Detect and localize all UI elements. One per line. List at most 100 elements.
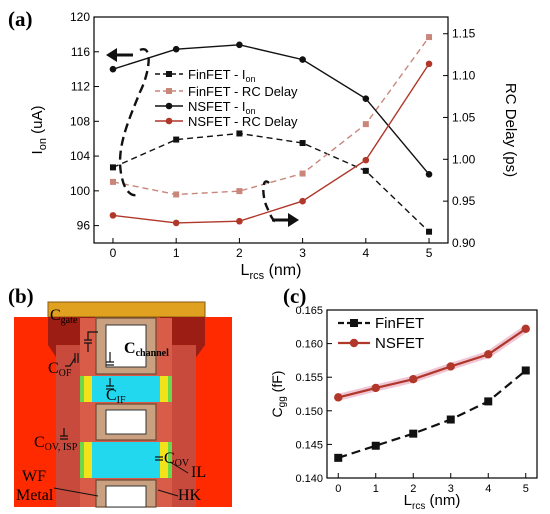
series-a2-point-1	[172, 45, 180, 53]
legend-marker-nsfet-rc	[165, 117, 173, 125]
a-xtick-label-0: 0	[110, 246, 117, 260]
legend-text-finfet-ion: FinFET - Ion	[188, 67, 256, 84]
label-metal: Metal	[16, 487, 54, 504]
series-a2-point-2	[236, 41, 243, 49]
series-a0-point-3	[299, 140, 306, 147]
c-ytick-label-3: 0.155	[295, 372, 323, 384]
label-hk: HK	[178, 487, 202, 504]
series-a3-point-3	[299, 197, 306, 205]
edge-green-2l	[80, 442, 84, 478]
nanosheet-3-core	[105, 485, 147, 508]
series-a1-point-3	[299, 170, 306, 177]
arrow-right-icon	[288, 213, 299, 227]
panel-a-x-label: Lrcs (nm)	[241, 262, 302, 282]
series-line-a3	[112, 63, 430, 224]
series-a3-point-4	[362, 156, 370, 164]
a-yltick-label-4: 112	[71, 80, 90, 94]
a-xtick-label-5: 5	[426, 246, 433, 260]
c-ytick-label-4: 0.160	[295, 339, 323, 351]
a-yltick-label-6: 120	[70, 10, 90, 24]
series-c1-point-3	[446, 362, 455, 371]
series-a1-point-5	[426, 34, 433, 41]
panel-a-ticks: 0 1 2 3 4 5 96 100 104 108 112 116 120 0.90 0.95 1.00 1.…	[70, 10, 476, 260]
cap-ov-isp-icon	[60, 428, 68, 440]
series-a1-point-4	[362, 121, 369, 128]
il-leader	[169, 461, 189, 474]
a-xtick-label-1: 1	[173, 246, 180, 260]
series-a2-point-3	[299, 56, 306, 63]
series-c0-point-2	[409, 429, 418, 438]
series-c1-point-5	[521, 324, 530, 334]
series-line-a1	[112, 36, 430, 196]
legend-marker-finfet-rc	[166, 88, 172, 94]
panel-c-x-label: Lrcs (nm)	[404, 492, 461, 512]
edge-glow-1r	[160, 376, 168, 402]
series-c0-point-5	[521, 366, 530, 375]
series-line-c1	[338, 327, 527, 399]
a-yrtick-label-0: 0.90	[452, 236, 476, 250]
series-a0-point-1	[173, 136, 180, 143]
side-column-right	[172, 345, 196, 507]
legend-marker-finfet	[350, 319, 358, 327]
cap-gate-icon	[84, 331, 98, 352]
gate-cap	[47, 301, 206, 318]
panel-c-series	[337, 325, 528, 459]
legend-text-finfet-rc: FinFET - RC Delay	[188, 84, 298, 99]
series-a3-point-0	[109, 212, 117, 219]
a-xtick-label-2: 2	[236, 246, 243, 260]
series-a0-point-0	[109, 164, 116, 171]
series-a2-point-4	[362, 95, 370, 103]
c-ytick-label-1: 0.145	[295, 439, 323, 451]
a-yltick-label-2: 104	[70, 149, 90, 163]
series-a1-point-0	[109, 178, 116, 185]
series-a2-point-0	[109, 65, 117, 73]
panel-a-series	[112, 36, 430, 233]
series-a2-point-5	[425, 171, 433, 178]
a-yrtick-label-4: 1.10	[452, 69, 476, 83]
cap-channel-icon	[106, 352, 114, 366]
series-a3-point-2	[236, 217, 243, 225]
series-c0-point-0	[334, 453, 343, 462]
panel-c-markers	[334, 324, 530, 462]
panel-c: (c) 0 1 2 3 4 5 0.140 0.145 0.150 0.155 0.160 0.165…	[269, 284, 538, 512]
annotation-ellipse-rc	[262, 180, 277, 224]
legend-marker-nsfet	[349, 338, 359, 348]
side-column-left	[56, 345, 80, 507]
series-c1-point-0	[334, 393, 343, 402]
inner-gap-2	[90, 442, 162, 478]
a-yltick-label-0: 96	[77, 219, 91, 233]
series-a1-point-1	[173, 191, 180, 198]
c-xtick-label-1: 1	[373, 483, 379, 495]
a-xtick-label-3: 3	[299, 246, 306, 260]
legend-text-nsfet: NSFET	[375, 335, 424, 352]
nanosheet-1-core	[105, 324, 147, 368]
label-il: IL	[191, 464, 206, 481]
a-yrtick-label-3: 1.05	[452, 110, 476, 124]
a-yltick-label-1: 100	[70, 184, 90, 198]
panel-a-legend: FinFET - Ion FinFET - RC Delay NSFET - I…	[155, 67, 298, 129]
arrow-left-icon	[106, 48, 117, 62]
series-a0-point-5	[426, 228, 433, 235]
series-c1-point-1	[371, 383, 380, 393]
legend-marker-nsfet-ion	[165, 102, 173, 110]
panel-c-label: (c)	[283, 284, 306, 308]
panel-a-y-right-label: RC Delay (ps)	[502, 83, 519, 177]
panel-a-y-left-label: Ion (uA)	[29, 106, 49, 155]
nanosheet-2-core	[105, 409, 147, 435]
label-c-ov: COV	[164, 450, 190, 469]
capacitor-symbols	[60, 331, 163, 461]
edge-glow-2l	[84, 442, 92, 478]
series-a0-point-2	[236, 130, 243, 137]
edge-green-2r	[168, 442, 172, 478]
edge-green-1r	[168, 376, 172, 402]
panel-c-legend: FinFET NSFET	[338, 315, 424, 352]
c-xtick-label-2: 2	[410, 483, 416, 495]
series-a3-point-1	[172, 219, 180, 227]
label-c-channel: Cchannel	[124, 340, 169, 359]
panel-a: (a) 0 1 2 3 4 5 96 100 104 108 112 116 120 0.90 0.95 1.…	[8, 7, 519, 282]
series-line-a0	[112, 132, 430, 233]
legend-marker-finfet-ion	[166, 71, 172, 77]
panel-c-plot-frame	[326, 309, 538, 479]
c-ytick-label-5: 0.165	[295, 305, 323, 317]
